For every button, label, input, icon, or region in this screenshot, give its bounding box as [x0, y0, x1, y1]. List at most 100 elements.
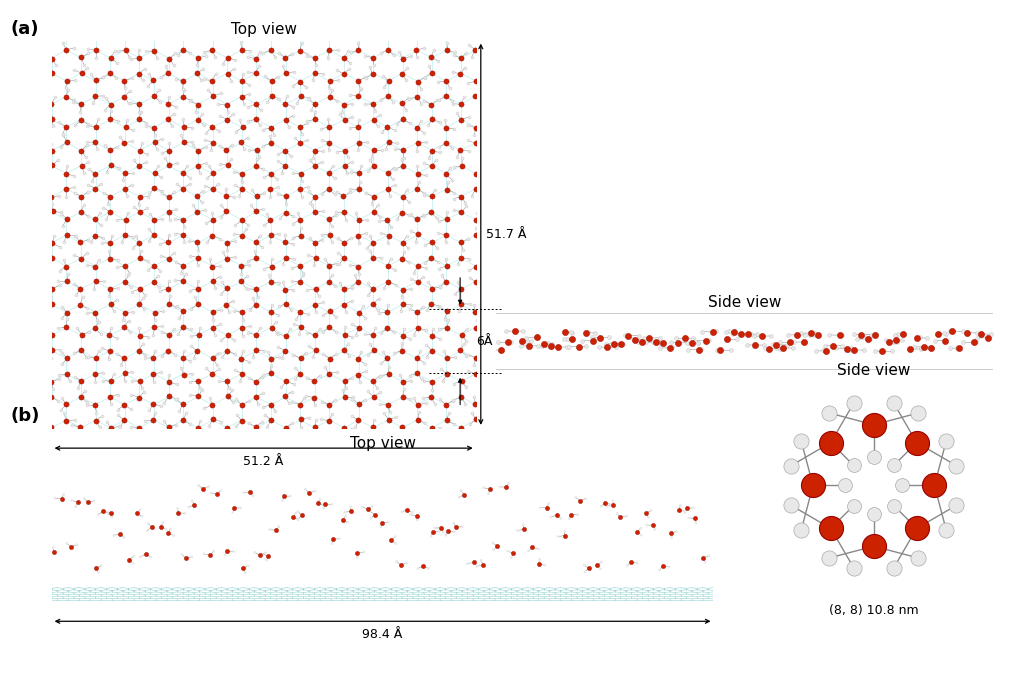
Point [536, 338, 552, 349]
Point [400, 93, 417, 104]
Point [270, 189, 286, 200]
Point [254, 369, 271, 380]
Point [336, 329, 353, 340]
Point [249, 291, 266, 302]
Point [415, 301, 431, 312]
Point [135, 386, 152, 397]
Point [885, 460, 902, 471]
Point [539, 502, 555, 513]
Point [301, 186, 317, 197]
Point [105, 369, 122, 380]
Point [531, 502, 548, 513]
Point [204, 368, 220, 379]
Point [440, 177, 457, 187]
Point [131, 191, 148, 202]
Point [524, 542, 541, 553]
Point [175, 353, 191, 364]
Point [322, 353, 338, 364]
Point [453, 375, 469, 386]
Point [131, 253, 148, 263]
Point [277, 68, 294, 79]
Point [160, 391, 177, 402]
Point [190, 145, 207, 156]
Point [418, 397, 434, 408]
Point [300, 412, 316, 423]
Point [280, 122, 297, 132]
Point [938, 329, 954, 340]
Point [105, 306, 122, 316]
Point [91, 255, 108, 265]
Point [264, 91, 280, 102]
Point [368, 382, 385, 393]
Point [58, 92, 74, 103]
Point [342, 58, 359, 69]
Point [336, 507, 353, 518]
Point [349, 261, 366, 272]
Point [136, 416, 153, 426]
Point [314, 424, 331, 435]
Point [145, 352, 161, 363]
Point [252, 323, 269, 333]
Point [194, 483, 211, 494]
Point [189, 345, 206, 356]
Point [246, 245, 263, 256]
Point [638, 334, 655, 345]
Point [409, 261, 426, 272]
Point [63, 541, 80, 552]
Point [131, 283, 148, 294]
Point [114, 236, 130, 247]
Point [263, 215, 279, 226]
Point [192, 383, 209, 394]
Point [638, 508, 655, 519]
Point [244, 352, 261, 363]
Point [102, 106, 119, 117]
Point [453, 392, 469, 403]
Point [428, 155, 445, 166]
Point [201, 420, 217, 431]
Point [372, 370, 389, 381]
Point [395, 299, 412, 310]
Point [396, 246, 413, 257]
Point [430, 263, 447, 274]
Point [434, 375, 451, 386]
Point [700, 335, 717, 346]
Point [338, 306, 355, 317]
Point [328, 327, 344, 337]
Point [66, 182, 83, 193]
Point [349, 552, 366, 563]
Point [52, 280, 68, 291]
Point [59, 353, 75, 364]
Point [349, 37, 366, 48]
Point [430, 301, 447, 312]
Point [455, 244, 472, 255]
Point [234, 184, 250, 195]
Point [327, 172, 343, 183]
Point [910, 407, 926, 418]
Point [676, 506, 693, 517]
Point [403, 51, 420, 62]
Point [821, 553, 838, 564]
Point [408, 307, 425, 318]
Point [466, 360, 483, 371]
Point [458, 428, 475, 439]
Point [105, 530, 122, 541]
Point [138, 46, 154, 57]
Point [315, 500, 332, 511]
Text: 51.7 Å: 51.7 Å [486, 227, 526, 241]
Point [405, 393, 422, 404]
Point [679, 337, 696, 348]
Point [112, 528, 128, 539]
Point [381, 369, 397, 380]
Point [160, 160, 177, 170]
Point [361, 154, 377, 165]
Point [446, 394, 462, 405]
Point [248, 191, 265, 202]
Point [116, 415, 132, 426]
Point [342, 167, 359, 178]
Point [44, 53, 61, 64]
Point [168, 257, 184, 268]
Point [189, 283, 206, 294]
Point [347, 422, 364, 433]
Point [446, 194, 462, 204]
Point [446, 187, 462, 198]
